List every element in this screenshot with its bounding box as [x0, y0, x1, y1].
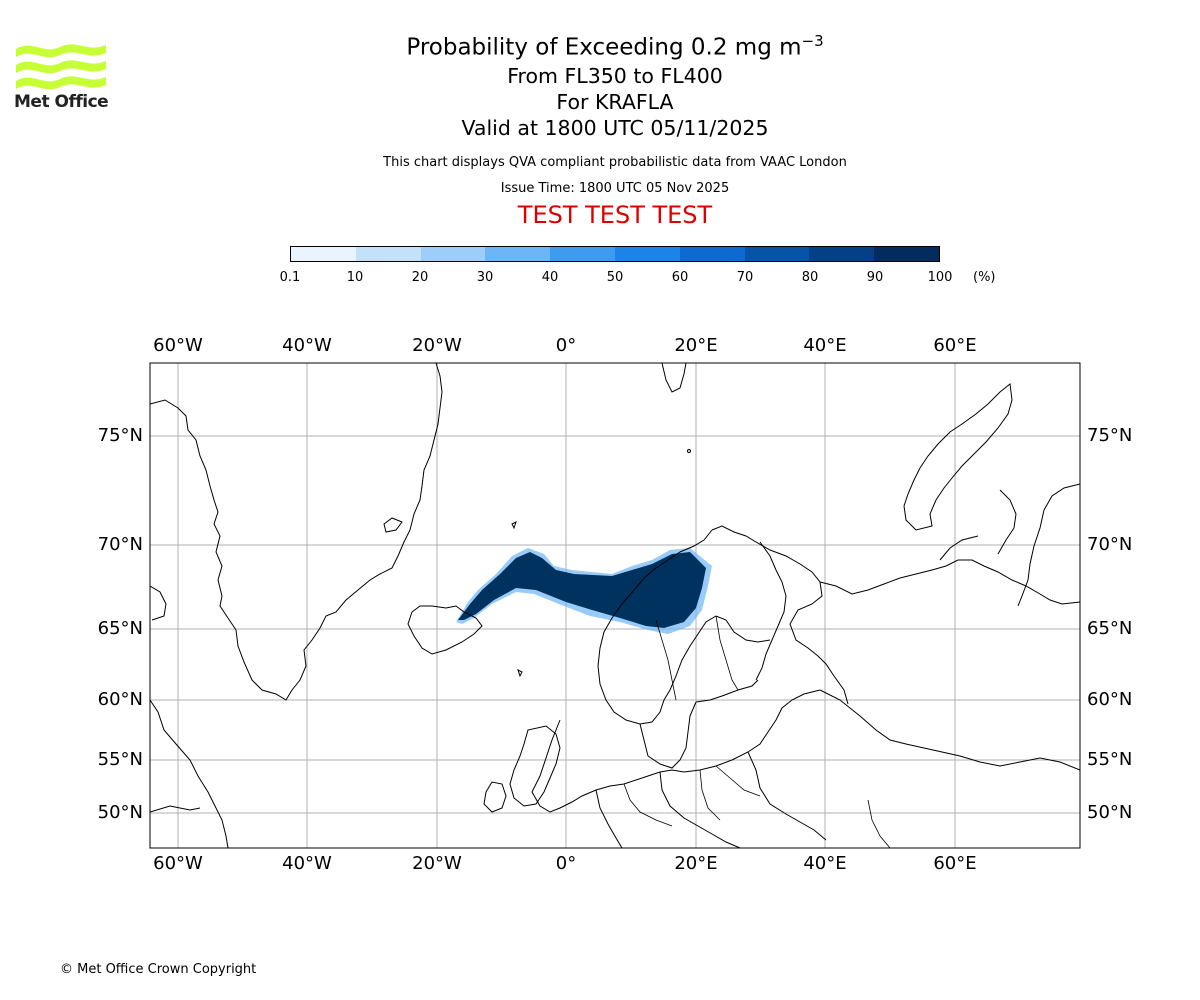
- lon-label-bottom: 40°W: [282, 853, 332, 874]
- ash-plume: [456, 548, 712, 634]
- colorbar-tick-label: 30: [476, 270, 494, 285]
- chart-title: Probability of Exceeding 0.2 mg m−3: [406, 32, 824, 61]
- lon-label-top: 40°E: [803, 335, 847, 356]
- lat-label-right: 50°N: [1087, 802, 1133, 823]
- colorbar-tick-label: 80: [801, 270, 819, 285]
- lat-label-right: 70°N: [1087, 534, 1133, 555]
- met-office-logo-icon: [16, 44, 106, 90]
- colorbar-segment: [614, 247, 680, 261]
- colorbar-segment: [485, 247, 551, 261]
- colorbar-segment: [809, 247, 875, 261]
- colorbar-segment: [679, 247, 745, 261]
- lat-label-left: 50°N: [97, 802, 143, 823]
- volcano-name: For KRAFLA: [556, 89, 674, 114]
- lon-label-top: 60°E: [933, 335, 977, 356]
- met-office-logo-text: Met Office: [14, 92, 109, 112]
- colorbar-segment: [355, 247, 421, 261]
- lat-gridlines: [150, 435, 1080, 814]
- lat-label-left: 55°N: [97, 749, 143, 770]
- flight-levels: From FL350 to FL400: [507, 63, 723, 88]
- colorbar-unit: (%): [973, 270, 996, 285]
- lon-label-top: 20°E: [674, 335, 718, 356]
- lat-label-left: 60°N: [97, 689, 143, 710]
- colorbar-segment: [874, 247, 939, 261]
- lon-label-bottom: 20°W: [412, 853, 462, 874]
- lon-label-bottom: 40°E: [803, 853, 847, 874]
- colorbar-tick-label: 40: [541, 270, 559, 285]
- lon-label-bottom: 60°W: [153, 853, 203, 874]
- colorbar-tick-label: 70: [736, 270, 754, 285]
- copyright-notice: © Met Office Crown Copyright: [60, 962, 257, 977]
- colorbar-tick-label: 50: [606, 270, 624, 285]
- lon-label-bottom: 0°: [555, 853, 577, 874]
- plume-core: [458, 552, 706, 628]
- lat-label-right: 60°N: [1087, 689, 1133, 710]
- colorbar-segment: [744, 247, 810, 261]
- lon-label-bottom: 20°E: [674, 853, 718, 874]
- colorbar-tick-label: 0.1: [279, 270, 301, 285]
- probability-colorbar: [290, 246, 940, 262]
- valid-time: Valid at 1800 UTC 05/11/2025: [461, 115, 769, 140]
- coastlines: [150, 363, 1080, 848]
- issue-time: Issue Time: 1800 UTC 05 Nov 2025: [500, 180, 730, 196]
- colorbar-segment: [420, 247, 486, 261]
- lat-label-left: 75°N: [97, 425, 143, 446]
- colorbar-tick-label: 60: [671, 270, 689, 285]
- lat-label-left: 70°N: [97, 534, 143, 555]
- chart-subtitle: This chart displays QVA compliant probab…: [383, 154, 847, 170]
- colorbar-tick-label: 100: [927, 270, 953, 285]
- lat-label-right: 75°N: [1087, 425, 1133, 446]
- colorbar-tick-label: 90: [866, 270, 884, 285]
- lat-label-right: 55°N: [1087, 749, 1133, 770]
- lat-label-left: 65°N: [97, 618, 143, 639]
- colorbar-tick-label: 10: [346, 270, 364, 285]
- test-banner: TEST TEST TEST: [517, 200, 713, 229]
- lat-label-right: 65°N: [1087, 618, 1133, 639]
- lon-label-top: 20°W: [412, 335, 462, 356]
- map-frame: [149, 362, 1081, 849]
- colorbar-segment: [291, 247, 356, 261]
- lon-label-top: 0°: [555, 335, 577, 356]
- lon-label-bottom: 60°E: [933, 853, 977, 874]
- colorbar-segment: [550, 247, 615, 261]
- lon-label-top: 60°W: [153, 335, 203, 356]
- chart-title-block: Probability of Exceeding 0.2 mg m−3 From…: [0, 26, 1200, 229]
- colorbar-tick-label: 20: [411, 270, 429, 285]
- lon-label-top: 40°W: [282, 335, 332, 356]
